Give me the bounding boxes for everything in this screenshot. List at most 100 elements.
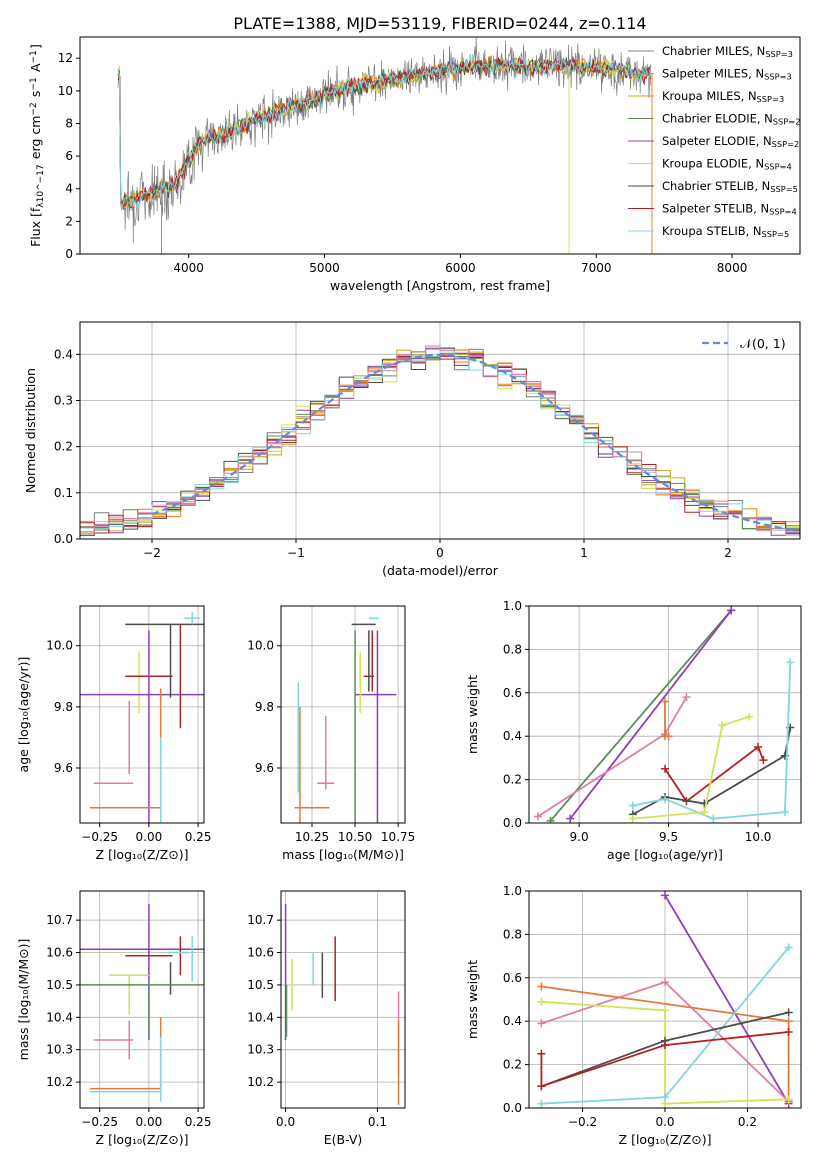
y-axis-label: Normed distribution [23,368,38,493]
x-tick-label: 9.0 [570,830,589,844]
series-line [664,745,765,803]
axes-frame [79,36,801,255]
y-tick-label: 10.6 [46,946,73,960]
plot-area [537,891,793,1108]
y-tick-label: 1.0 [503,599,522,613]
x-axis-label: Z [log₁₀(Z/Z⊙)] [619,1132,712,1147]
x-tick-label: 10.75 [381,830,415,844]
x-tick-label: 0.00 [136,830,163,844]
series-marker [661,764,669,773]
axes-frame [280,890,406,1109]
y-tick-label: 0.6 [503,971,522,985]
y-tick-label: 9.8 [54,700,73,714]
y-tick-label: 9.6 [54,761,73,775]
legend-entry: Kroupa STELIB, NSSP=5 [662,224,790,239]
panels: 4000 5000 6000 7000 8000024681012wavelength … [16,36,802,1147]
x-tick-label: 0.0 [276,1115,295,1129]
x-tick-label: 0 [436,546,444,560]
legend: Chabrier MILES, NSSP=3 Salpeter MILES, N… [628,44,800,239]
y-tick-label: 0.0 [503,1101,522,1115]
series-marker [759,756,768,765]
legend-entry: 𝒩(0, 1) [740,336,786,351]
series-marker [754,743,763,752]
series-marker [537,997,546,1006]
legend-entry: Salpeter ELODIE, NSSP=2 [662,134,800,149]
x-tick-label: 6000 [445,261,476,275]
y-tick-label: 0.6 [503,686,522,700]
y-tick-label: 0.4 [503,1014,522,1028]
x-tick-label: 4000 [173,261,204,275]
y-axis-label: age [log₁₀(age/yr)] [16,657,31,773]
panel-age-vs-mass: 10.25 10.50 10.75 9.6 9.8 10.0 mass [log₁₀(M/M… [247,605,415,862]
y-tick-label: 4 [65,182,73,196]
legend-entry: Chabrier STELIB, NSSP=5 [662,179,799,194]
panel-mass-vs-EBV: 0.0 0.1 10.2 10.3 10.4 10.5 10.6 10.7 E(B-V) [247,890,406,1147]
y-tick-label: 0.0 [54,532,73,546]
series-marker [682,693,691,702]
series-marker [537,1082,546,1091]
plot-area [117,37,653,254]
y-tick-label: 9.6 [255,761,274,775]
series-marker [784,1095,793,1104]
x-tick-label: 5000 [309,261,340,275]
legend-entry: Chabrier MILES, NSSP=3 [662,44,794,59]
y-tick-label: 0.8 [503,642,522,656]
panel-age-vs-Z: −0.25 0.00 0.25 9.6 9.8 10.0 Z [log₁₀(Z/Z⊙)] ag… [16,605,212,862]
series-line [549,609,732,822]
axes-frame [79,890,205,1109]
y-tick-label: 0.0 [503,816,522,830]
legend: 𝒩(0, 1) [702,336,786,351]
x-tick-label: −0.25 [81,830,118,844]
plot-area [80,612,204,823]
series-marker [537,982,546,991]
y-tick-label: 0 [65,247,73,261]
x-tick-label: 10.25 [295,830,329,844]
y-axis-label: Flux [fλ10^−17 erg cm−2 s−1 A−1 ] [28,44,46,247]
x-tick-label: −0.25 [81,1115,118,1129]
x-axis-label: (data-model)/error [382,563,499,578]
y-tick-label: 0.2 [503,1058,522,1072]
series-marker [784,1028,793,1037]
x-tick-label: 0.00 [136,1115,163,1129]
panel-spectrum: 4000 5000 6000 7000 8000 0 2 4 6 8 10 12 wavelength … [28,36,801,293]
series-marker [546,816,555,823]
y-tick-label: 10.5 [46,978,73,992]
gaussian-curve [151,353,793,531]
series-marker [784,1008,793,1017]
y-axis-label: mass weight [465,960,480,1039]
panel-residuals: −2 −1 0 1 2 0.0 0.1 0.2 0.3 0.4 (data-model)/error… [23,321,801,578]
y-tick-label: 10.0 [247,639,274,653]
panel-weight-vs-age: 9.0 9.5 10.0 0.0 0.2 0.4 0.6 0.8 1.0 age [log₁₀(a… [465,599,802,862]
gridlines [281,606,405,823]
series-model-kroupa-stelib [117,53,652,210]
y-tick-label: 6 [65,149,73,163]
histogram-salpeter-stelib [80,353,800,535]
y-tick-label: 10.2 [247,1075,274,1089]
series-marker [661,795,669,804]
x-tick-label: 7000 [581,261,612,275]
series-marker [533,812,542,821]
series-marker [664,732,673,741]
series-marker [661,1093,669,1102]
series-marker [700,808,709,817]
legend-entry: Salpeter MILES, NSSP=3 [662,67,793,82]
series-line [541,1000,789,1105]
axes-frame [528,605,802,824]
y-tick-label: 2 [65,214,73,228]
legend-entry: Salpeter STELIB, NSSP=4 [662,202,798,217]
series-marker [537,1099,546,1108]
series-marker [661,891,669,900]
y-tick-label: 0.2 [54,440,73,454]
series-marker [661,1041,669,1050]
x-tick-label: 2 [724,546,732,560]
y-tick-label: 10.4 [46,1010,73,1024]
series-marker [709,814,718,823]
x-tick-label: 0.25 [185,830,212,844]
y-tick-label: 9.8 [255,700,274,714]
series-marker [784,1017,793,1026]
y-tick-label: 10.7 [247,913,274,927]
panel-mass-vs-Z: −0.25 0.00 0.25 10.2 10.3 10.4 10.5 10.6 10.7 Z [… [16,890,211,1147]
panel-weight-vs-Z: −0.2 0.0 0.2 0.0 0.2 0.4 0.6 0.8 1.0 Z [log₁₀(Z/Z… [465,884,802,1147]
series-line [632,715,750,820]
